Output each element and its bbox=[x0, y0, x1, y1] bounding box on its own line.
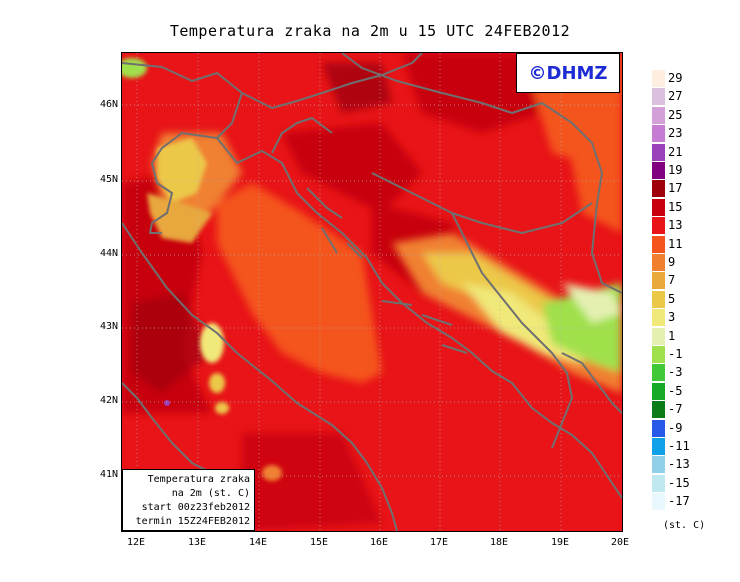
legend-units: (st. C) bbox=[663, 520, 706, 531]
legend-label: 11 bbox=[668, 236, 683, 251]
info-line-3: start 00z23feb2012 bbox=[141, 502, 250, 513]
temperature-field bbox=[122, 53, 622, 531]
lat-tick-46n: 46N bbox=[99, 99, 118, 110]
legend-label: -15 bbox=[668, 475, 690, 490]
legend-swatch bbox=[652, 419, 665, 437]
legend-swatch bbox=[652, 438, 665, 455]
legend-swatch bbox=[652, 364, 665, 382]
temperature-map: ©DHMZ Temperatura zraka na 2m (st. C) st… bbox=[121, 52, 623, 532]
legend-label: 15 bbox=[668, 199, 683, 214]
legend-label: -17 bbox=[668, 494, 690, 509]
legend-label: 3 bbox=[668, 310, 676, 325]
legend-swatch bbox=[652, 254, 665, 271]
lat-tick-41n: 41N bbox=[99, 469, 118, 480]
legend-swatch bbox=[652, 125, 665, 143]
legend-label: 7 bbox=[668, 273, 676, 288]
legend-label: 1 bbox=[668, 328, 676, 343]
dhmz-logo: ©DHMZ bbox=[516, 53, 620, 93]
legend-swatch bbox=[652, 272, 665, 290]
coastlines bbox=[122, 53, 622, 531]
lon-tick-15e: 15E bbox=[309, 537, 329, 548]
legend-label: 29 bbox=[668, 71, 683, 85]
legend-label: 25 bbox=[668, 107, 683, 122]
legend-label: -1 bbox=[668, 347, 683, 361]
warm-zones bbox=[122, 53, 622, 531]
legend-label: 9 bbox=[668, 255, 676, 269]
legend-swatch bbox=[652, 346, 665, 363]
legend-label: -7 bbox=[668, 402, 683, 417]
legend-swatch bbox=[652, 70, 665, 87]
legend-swatch bbox=[652, 327, 665, 345]
legend-swatch bbox=[652, 401, 665, 419]
legend-label: -3 bbox=[668, 365, 683, 380]
legend-label: 23 bbox=[668, 126, 683, 141]
dinaric-cool-belt bbox=[392, 233, 622, 393]
legend-label: -5 bbox=[668, 383, 683, 398]
lon-tick-17e: 17E bbox=[429, 537, 449, 548]
legend-label: 13 bbox=[668, 218, 683, 233]
legend-label: 21 bbox=[668, 144, 683, 159]
legend-label: 27 bbox=[668, 89, 683, 104]
legend-label: 17 bbox=[668, 181, 683, 196]
info-line-4: termin 15Z24FEB2012 bbox=[135, 516, 250, 527]
legend-swatch bbox=[652, 474, 665, 492]
legend-swatch bbox=[652, 235, 665, 253]
lon-tick-16e: 16E bbox=[369, 537, 389, 548]
legend-swatch bbox=[652, 198, 665, 216]
legend-label: 19 bbox=[668, 163, 683, 177]
lat-tick-43n: 43N bbox=[99, 321, 118, 332]
legend-swatch bbox=[652, 309, 665, 327]
lat-tick-45n: 45N bbox=[99, 174, 118, 185]
legend-swatch bbox=[652, 88, 665, 106]
legend-label: 5 bbox=[668, 291, 676, 306]
lon-tick-20e: 20E bbox=[610, 537, 630, 548]
info-box: Temperatura zraka na 2m (st. C) start 00… bbox=[122, 469, 255, 531]
lat-tick-44n: 44N bbox=[99, 248, 118, 259]
legend-swatch bbox=[652, 456, 665, 474]
lon-tick-14e: 14E bbox=[248, 537, 268, 548]
map-title: Temperatura zraka na 2m u 15 UTC 24FEB20… bbox=[169, 22, 571, 40]
lon-tick-12e: 12E bbox=[126, 537, 146, 548]
lat-tick-42n: 42N bbox=[99, 395, 118, 406]
info-line-1: Temperatura zraka bbox=[147, 474, 250, 485]
legend-label: -9 bbox=[668, 420, 683, 435]
lon-tick-18e: 18E bbox=[489, 537, 509, 548]
legend-swatch bbox=[652, 106, 665, 124]
hot-spot-marker bbox=[164, 400, 170, 406]
info-line-2: na 2m (st. C) bbox=[171, 488, 250, 499]
legend-swatch bbox=[652, 180, 665, 198]
legend-label: -13 bbox=[668, 457, 690, 472]
legend-label: -11 bbox=[668, 439, 690, 453]
legend-swatch bbox=[652, 290, 665, 308]
istria-zone bbox=[147, 138, 212, 243]
lon-tick-19e: 19E bbox=[550, 537, 570, 548]
lon-tick-13e: 13E bbox=[187, 537, 207, 548]
legend-swatch bbox=[652, 217, 665, 235]
legend-swatch bbox=[652, 143, 665, 161]
legend-swatch bbox=[652, 382, 665, 400]
legend-swatch bbox=[652, 162, 665, 179]
legend-swatch bbox=[652, 493, 665, 511]
